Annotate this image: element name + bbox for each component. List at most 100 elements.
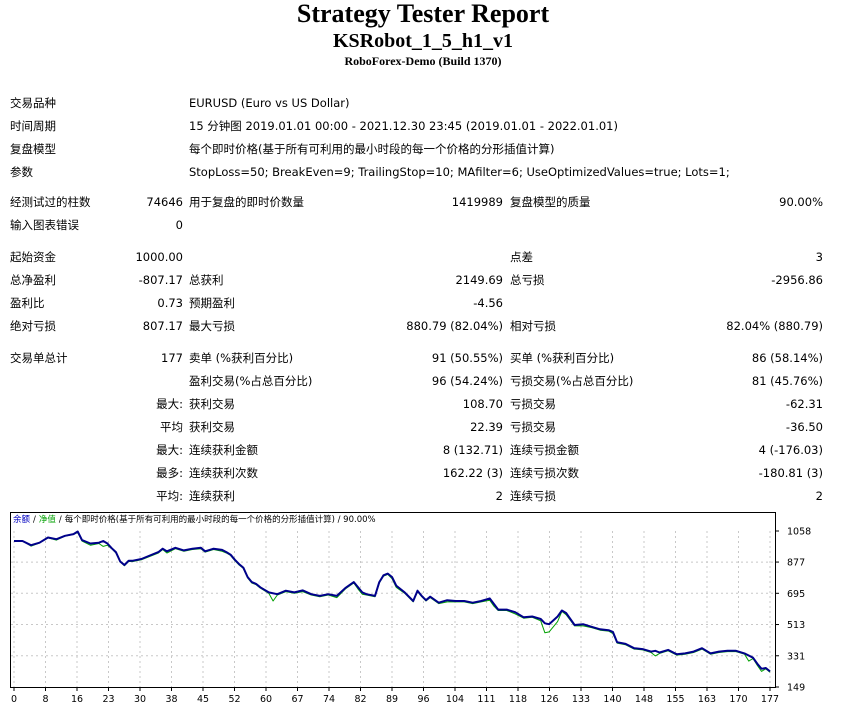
expected-payoff-label: 预期盈利 (189, 296, 235, 310)
avg-consec-losses-label: 连续亏损 (510, 489, 556, 503)
chart-legend: 余额 / 净值 / 每个即时价格(基于所有可利用的最小时段的每一个价格的分形插值计算) … (13, 514, 376, 525)
period-value: 15 分钟图 2019.01.01 00:00 - 2021.12.30 23:… (189, 119, 618, 133)
expected-payoff-value: -4.56 (473, 296, 503, 310)
errors-label: 输入图表错误 (10, 218, 79, 232)
balance-line (14, 530, 771, 673)
x-tick-label: 0 (11, 694, 17, 705)
profit-trades-value: 96 (54.24%) (431, 374, 503, 388)
max-consec-losses-value: 4 (-176.03) (758, 443, 823, 457)
chart-series (14, 530, 771, 673)
short-positions-value: 91 (50.55%) (431, 351, 503, 365)
rel-drawdown-label: 相对亏损 (510, 319, 556, 333)
x-tick-label: 89 (386, 694, 398, 705)
long-positions-value: 86 (58.14%) (751, 351, 823, 365)
average-profit-value: 22.39 (470, 420, 503, 434)
total-trades-label: 交易单总计 (10, 351, 68, 365)
largest-loss-value: -62.31 (785, 397, 823, 411)
x-tick-label: 118 (509, 694, 527, 705)
balance-chart: 余额 / 净值 / 每个即时价格(基于所有可利用的最小时段的每一个价格的分形插值计算) … (10, 512, 835, 708)
y-axis-ticks: 1058 877 695 513 331 149 (775, 527, 811, 694)
x-tick-label: 30 (134, 694, 146, 705)
loss-trades-value: 81 (45.76%) (751, 374, 823, 388)
deposit-label: 起始资金 (10, 250, 56, 264)
largest-label: 最大: (156, 397, 183, 411)
x-tick-label: 23 (102, 694, 114, 705)
y-tick-label: 695 (787, 589, 805, 600)
x-tick-label: 177 (761, 694, 779, 705)
profit-trades-label: 盈利交易(%占总百分比) (189, 374, 313, 388)
y-tick-label: 877 (787, 558, 805, 569)
total-trades-value: 177 (161, 351, 183, 365)
server-build: RoboForex-Demo (Build 1370) (344, 54, 502, 68)
quality-label: 复盘模型的质量 (510, 195, 591, 209)
spread-value: 3 (815, 250, 823, 264)
model-label: 复盘模型 (10, 142, 56, 156)
max-consec-losses-label: 连续亏损金额 (510, 443, 579, 457)
largest-loss-label: 亏损交易 (510, 397, 556, 411)
x-tick-label: 133 (572, 694, 590, 705)
y-tick-label: 513 (787, 620, 805, 631)
x-tick-label: 140 (603, 694, 621, 705)
report-title: Strategy Tester Report (296, 0, 550, 28)
params-value: StopLoss=50; BreakEven=9; TrailingStop=1… (189, 165, 730, 179)
bars-label: 经测试过的柱数 (10, 195, 91, 209)
x-tick-label: 148 (635, 694, 653, 705)
average-label: 平均 (160, 420, 183, 434)
expert-name: KSRobot_1_5_h1_v1 (332, 30, 514, 52)
symbol-value: EURUSD (Euro vs US Dollar) (189, 96, 350, 110)
model-value: 每个即时价格(基于所有可利用的最小时段的每一个价格的分形插值计算) (189, 142, 555, 156)
short-positions-label: 卖单 (%获利百分比) (189, 351, 294, 365)
x-tick-label: 38 (165, 694, 177, 705)
x-tick-label: 96 (417, 694, 429, 705)
max-drawdown-label: 最大亏损 (189, 319, 235, 333)
x-tick-label: 74 (323, 694, 335, 705)
maximal-consec-profit-label: 连续获利次数 (189, 466, 258, 480)
errors-value: 0 (175, 218, 183, 232)
symbol-label: 交易品种 (10, 96, 56, 110)
maximal-consec-profit-value: 162.22 (3) (442, 466, 503, 480)
net-profit-value: -807.17 (138, 273, 183, 287)
profit-factor-value: 0.73 (157, 296, 183, 310)
profit-factor-label: 盈利比 (10, 296, 45, 310)
gross-loss-label: 总亏损 (510, 273, 545, 287)
x-tick-label: 170 (729, 694, 747, 705)
ticks-label: 用于复盘的即时价数量 (189, 195, 304, 209)
x-tick-label: 126 (540, 694, 558, 705)
x-tick-label: 16 (71, 694, 83, 705)
largest-profit-value: 108.70 (462, 397, 503, 411)
average-loss-value: -36.50 (785, 420, 823, 434)
avg-consec-losses-value: 2 (815, 489, 823, 503)
params-label: 参数 (10, 165, 33, 179)
chart-grid (11, 531, 775, 687)
x-tick-label: 155 (666, 694, 684, 705)
quality-value: 90.00% (779, 195, 823, 209)
x-axis-ticks: 0 8 16 23 30 38 45 52 60 67 74 82 89 96 104 111 118 126 13… (11, 687, 779, 705)
max-consec-wins-value: 8 (132.71) (442, 443, 503, 457)
gross-loss-value: -2956.86 (771, 273, 823, 287)
gross-profit-value: 2149.69 (455, 273, 503, 287)
abs-drawdown-label: 绝对亏损 (10, 319, 56, 333)
y-tick-label: 331 (787, 651, 805, 662)
balance-chart-svg: 余额 / 净值 / 每个即时价格(基于所有可利用的最小时段的每一个价格的分形插值计算) … (10, 512, 811, 705)
maximal-consec-loss-label: 连续亏损次数 (510, 466, 579, 480)
long-positions-label: 买单 (%获利百分比) (510, 351, 615, 365)
deposit-value: 1000.00 (135, 250, 183, 264)
average-consecutive-label: 平均: (156, 489, 183, 503)
average-loss-label: 亏损交易 (510, 420, 556, 434)
maximal-consecutive-label: 最多: (156, 466, 183, 480)
x-tick-label: 60 (260, 694, 272, 705)
spread-label: 点差 (510, 250, 533, 264)
legend-equity: 净值 (39, 514, 57, 525)
ticks-value: 1419989 (451, 195, 503, 209)
avg-consec-wins-label: 连续获利 (189, 489, 235, 503)
legend-sep-1: / (33, 515, 36, 525)
legend-model: 每个即时价格(基于所有可利用的最小时段的每一个价格的分形插值计算) / 90.0… (65, 514, 376, 525)
gross-profit-label: 总获利 (189, 273, 224, 287)
max-consec-wins-label: 连续获利金额 (189, 443, 258, 457)
average-profit-label: 获利交易 (189, 420, 235, 434)
x-tick-label: 67 (291, 694, 303, 705)
y-tick-label: 149 (787, 683, 805, 694)
x-tick-label: 45 (197, 694, 209, 705)
period-label: 时间周期 (10, 119, 56, 133)
x-tick-label: 104 (446, 694, 464, 705)
